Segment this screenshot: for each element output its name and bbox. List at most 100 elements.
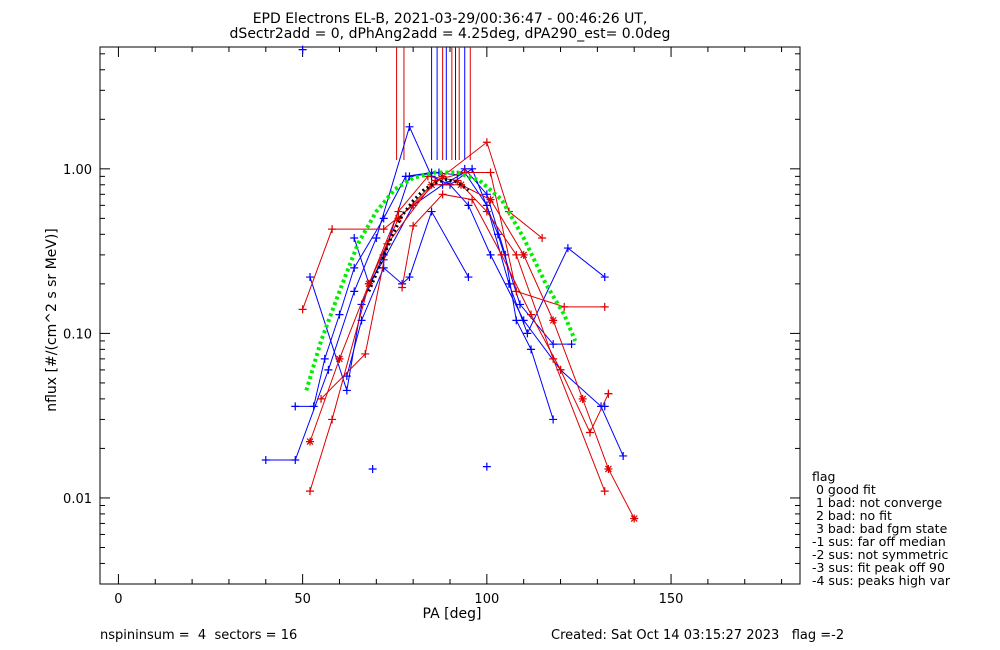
- legend-item: -3 sus: fit peak off 90: [812, 560, 945, 575]
- plus-marker: [261, 456, 270, 465]
- plus-marker: [298, 305, 307, 314]
- legend-item: 2 bad: no fit: [812, 508, 892, 523]
- plus-marker: [512, 316, 521, 325]
- plus-marker: [600, 302, 609, 311]
- plus-marker: [504, 279, 513, 288]
- plus-marker: [379, 263, 388, 272]
- footer-right: Created: Sat Oct 14 03:15:27 2023 flag =…: [551, 628, 845, 643]
- plus-marker: [350, 287, 359, 296]
- plus-marker: [306, 273, 314, 282]
- plus-marker: [600, 402, 609, 411]
- plus-marker: [431, 176, 440, 185]
- plus-marker: [619, 451, 628, 460]
- star-marker: [578, 394, 587, 403]
- x-axis-label: PA [deg]: [423, 606, 482, 622]
- x-tick-label: 100: [474, 592, 499, 607]
- plus-marker: [394, 207, 403, 216]
- series-line: [401, 193, 609, 434]
- fit-curve-green: [304, 170, 578, 392]
- plus-marker: [328, 225, 337, 234]
- plus-marker: [361, 349, 370, 358]
- y-tick-label: 1.00: [63, 163, 92, 178]
- plus-marker: [512, 287, 521, 296]
- plus-marker: [486, 168, 495, 177]
- plus-marker: [468, 195, 477, 204]
- star-marker: [486, 195, 495, 204]
- star-marker: [549, 316, 558, 325]
- plus-marker: [298, 45, 307, 54]
- plus-marker: [486, 250, 495, 259]
- plus-marker: [405, 122, 414, 131]
- plus-marker: [482, 207, 491, 216]
- data-series: [261, 45, 639, 523]
- plus-marker: [538, 233, 547, 242]
- plus-marker: [405, 273, 414, 282]
- plus-marker: [350, 233, 359, 242]
- series-line: [353, 171, 606, 335]
- series-red: [306, 172, 609, 496]
- y-tick-label: 0.01: [63, 492, 92, 507]
- plus-marker: [527, 310, 536, 319]
- plus-marker: [379, 214, 388, 223]
- axis-ticks: 0 50 100 150 0.01 0.10 1.00: [63, 47, 800, 607]
- plus-marker: [317, 394, 326, 403]
- plus-marker: [497, 250, 506, 259]
- plus-marker: [567, 340, 576, 349]
- star-marker: [306, 437, 314, 446]
- plus-marker: [604, 389, 613, 398]
- series-red: [317, 168, 609, 403]
- plus-marker: [512, 250, 521, 259]
- legend-item: 3 bad: bad fgm state: [812, 521, 948, 536]
- plus-marker: [464, 273, 473, 282]
- plus-marker: [342, 386, 351, 395]
- star-marker: [364, 279, 373, 288]
- plus-marker: [482, 138, 491, 147]
- star-marker: [519, 250, 528, 259]
- x-tick-label: 150: [659, 592, 684, 607]
- plus-marker: [438, 172, 447, 181]
- series-red: [306, 180, 639, 523]
- plus-marker: [368, 464, 377, 473]
- y-tick-label: 0.10: [63, 327, 92, 342]
- plus-marker: [372, 233, 381, 242]
- legend-item: -4 sus: peaks high var: [812, 573, 951, 588]
- x-tick-label: 0: [114, 592, 122, 607]
- fit-curves: [304, 170, 578, 392]
- legend-item: 1 bad: not converge: [812, 495, 943, 510]
- series-line: [309, 175, 606, 492]
- plus-marker: [335, 310, 344, 319]
- legend-title: flag: [812, 469, 836, 484]
- plus-marker: [549, 415, 558, 424]
- legend-item: -2 sus: not symmetric: [812, 547, 949, 562]
- plus-marker: [556, 365, 565, 374]
- series-line: [295, 168, 554, 420]
- y-axis-label: nflux [#/(cm^2 s sr MeV)]: [44, 228, 60, 412]
- plus-marker: [600, 273, 609, 282]
- star-marker: [335, 354, 344, 363]
- x-tick-label: 50: [294, 592, 311, 607]
- plus-marker: [563, 244, 572, 253]
- plus-marker: [409, 221, 418, 230]
- footer-left: nspininsum = 4 sectors = 16: [100, 628, 298, 643]
- plus-marker: [482, 462, 491, 471]
- plus-marker: [527, 345, 536, 354]
- spike-lines: [396, 47, 471, 160]
- plus-marker: [324, 365, 333, 374]
- star-marker: [604, 464, 613, 473]
- plus-marker: [600, 487, 609, 496]
- plot-frame: [99, 46, 801, 585]
- series-line: [320, 172, 605, 400]
- series-line: [309, 184, 635, 519]
- plus-marker: [586, 428, 594, 437]
- plus-marker: [350, 263, 359, 272]
- plus-marker: [549, 340, 558, 349]
- legend-item: 0 good fit: [812, 482, 876, 497]
- plot-border: [99, 46, 801, 585]
- legend-item: -1 sus: far off median: [812, 534, 946, 549]
- plus-marker: [427, 207, 436, 216]
- plus-marker: [468, 164, 477, 173]
- star-marker: [394, 214, 403, 223]
- plus-marker: [523, 329, 532, 338]
- star-marker: [457, 180, 466, 189]
